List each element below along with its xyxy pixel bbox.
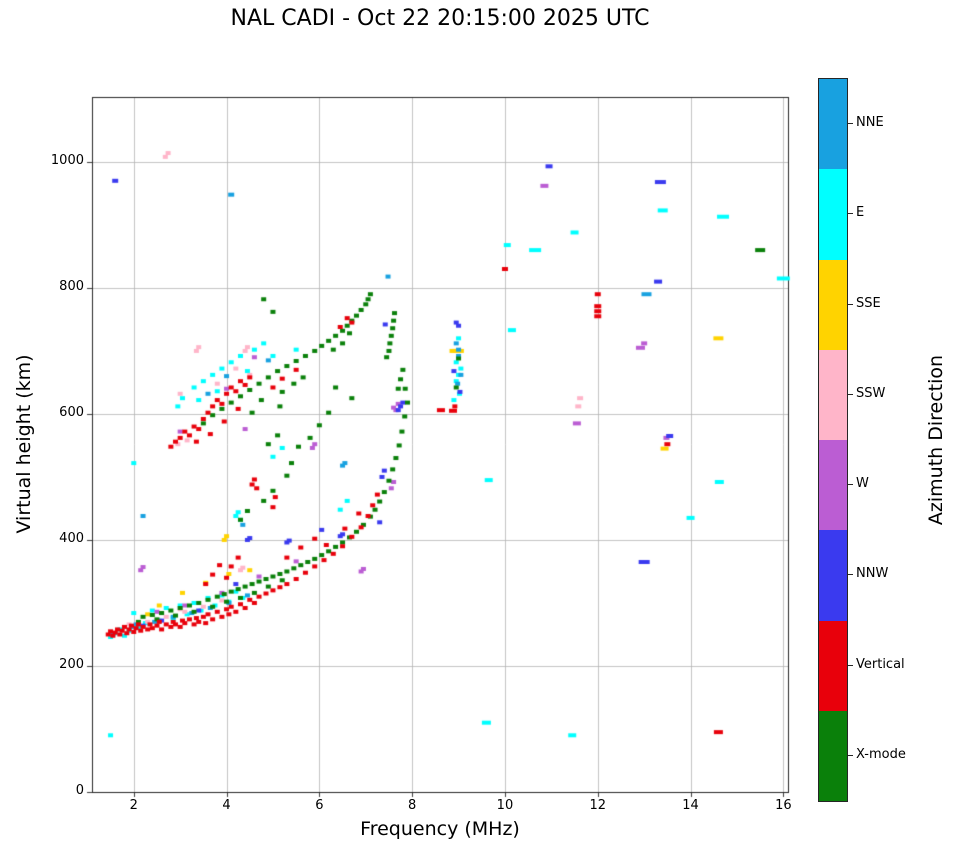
y-axis-label: Virtual height (km) bbox=[13, 354, 35, 534]
colorbar bbox=[818, 78, 848, 802]
colorbar-tick bbox=[848, 755, 853, 756]
y-tick-label: 800 bbox=[59, 278, 84, 294]
y-tick-label: 1000 bbox=[50, 152, 84, 168]
colorbar-segment-x-mode bbox=[819, 710, 847, 801]
colorbar-tick bbox=[848, 123, 853, 124]
colorbar-tick bbox=[848, 484, 853, 485]
colorbar-tick bbox=[848, 394, 853, 395]
colorbar-category-label: NNW bbox=[856, 566, 889, 582]
x-tick-label: 2 bbox=[129, 798, 138, 813]
x-tick-label: 6 bbox=[315, 798, 324, 813]
colorbar-segment-ssw bbox=[819, 349, 847, 440]
x-tick-label: 12 bbox=[589, 798, 607, 813]
x-tick-label: 10 bbox=[496, 798, 514, 813]
colorbar-axis-label: Azimuth Direction bbox=[925, 354, 947, 526]
colorbar-category-label: E bbox=[856, 205, 865, 221]
colorbar-tick bbox=[848, 304, 853, 305]
colorbar-tick bbox=[848, 574, 853, 575]
x-tick-label: 8 bbox=[408, 798, 417, 813]
colorbar-segment-e bbox=[819, 169, 847, 260]
colorbar-category-label: X-mode bbox=[856, 746, 906, 762]
colorbar-category-label: SSW bbox=[856, 385, 886, 401]
colorbar-segment-nnw bbox=[819, 530, 847, 621]
colorbar-category-label: SSE bbox=[856, 295, 881, 311]
y-tick-label: 0 bbox=[75, 783, 84, 798]
colorbar-tick bbox=[848, 665, 853, 666]
colorbar-segment-w bbox=[819, 440, 847, 531]
colorbar-segment-sse bbox=[819, 259, 847, 350]
y-tick-label: 200 bbox=[59, 656, 84, 672]
x-axis-label: Frequency (MHz) bbox=[360, 818, 520, 840]
y-tick-label: 600 bbox=[59, 404, 84, 420]
y-tick-label: 400 bbox=[59, 530, 84, 546]
colorbar-category-label: NNE bbox=[856, 115, 884, 131]
x-tick-label: 14 bbox=[682, 798, 699, 813]
colorbar-segment-nne bbox=[819, 79, 847, 170]
colorbar-segment-vertical bbox=[819, 620, 847, 711]
x-tick-label: 16 bbox=[775, 798, 792, 813]
colorbar-category-label: Vertical bbox=[856, 656, 905, 672]
x-tick-label: 4 bbox=[222, 798, 231, 813]
colorbar-category-label: W bbox=[856, 476, 869, 492]
colorbar-tick bbox=[848, 213, 853, 214]
